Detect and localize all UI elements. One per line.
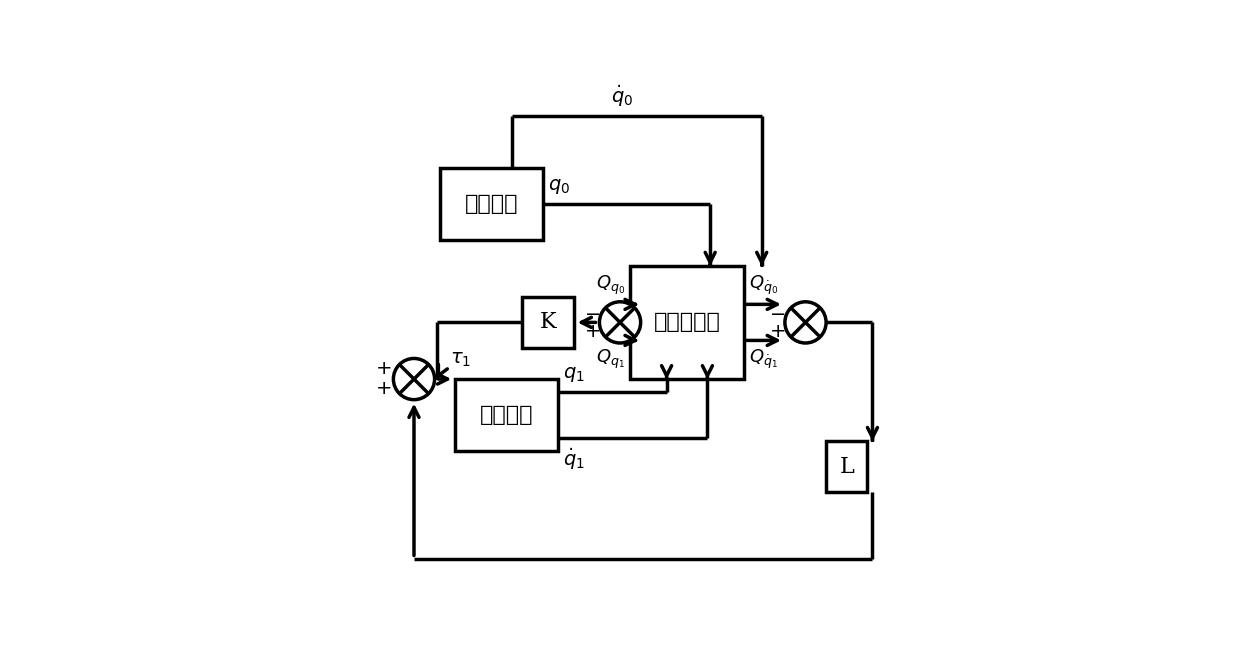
Text: $q_0$: $q_0$ <box>548 177 570 196</box>
Text: $q_1$: $q_1$ <box>563 365 585 384</box>
Bar <box>522 296 574 348</box>
Circle shape <box>393 359 434 399</box>
Text: $+$: $+$ <box>584 322 600 341</box>
Text: $+$: $+$ <box>374 381 392 398</box>
Text: $\tau_1$: $\tau_1$ <box>450 351 471 369</box>
Text: $\dot{q}_1$: $\dot{q}_1$ <box>563 446 585 472</box>
Text: $Q_{q_1}$: $Q_{q_1}$ <box>596 348 625 371</box>
Text: L: L <box>839 456 854 478</box>
Bar <box>440 168 543 240</box>
Circle shape <box>599 302 641 343</box>
Bar <box>826 441 867 492</box>
Text: $+$: $+$ <box>374 360 392 378</box>
Text: 从机械臂: 从机械臂 <box>480 405 533 425</box>
Text: $\dot{q}_0$: $\dot{q}_0$ <box>611 83 634 108</box>
Text: $Q_{\dot{q}_1}$: $Q_{\dot{q}_1}$ <box>749 348 777 371</box>
Text: $-$: $-$ <box>584 304 600 322</box>
Text: $Q_{\dot{q}_0}$: $Q_{\dot{q}_0}$ <box>749 274 779 296</box>
Text: $+$: $+$ <box>769 322 785 341</box>
Circle shape <box>785 302 826 343</box>
Bar <box>455 379 558 451</box>
Bar <box>630 266 744 379</box>
Text: K: K <box>539 311 557 333</box>
Text: 主机械臂: 主机械臂 <box>465 194 518 214</box>
Text: $Q_{q_0}$: $Q_{q_0}$ <box>596 274 625 296</box>
Text: 概率量化器: 概率量化器 <box>653 312 720 332</box>
Text: $-$: $-$ <box>769 304 785 322</box>
